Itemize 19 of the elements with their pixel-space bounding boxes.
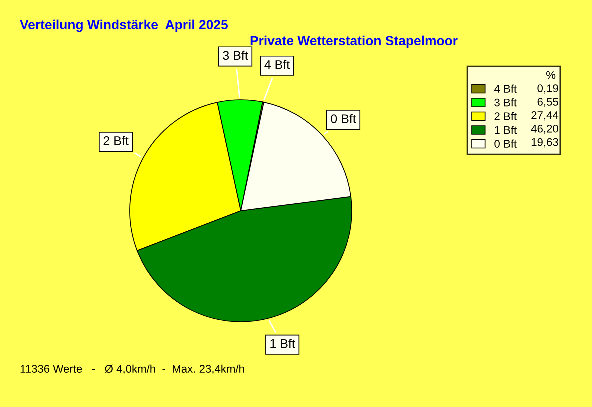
chart-title: Verteilung Windstärke April 2025 [20, 20, 228, 32]
slice-label: 0 Bft [331, 114, 356, 124]
legend-title: % [546, 71, 556, 80]
slice-label: 2 Bft [104, 136, 129, 146]
slice-label: 3 Bft [223, 50, 248, 60]
legend-label: 4 Bft [494, 84, 517, 93]
legend-label: 0 Bft [494, 140, 517, 148]
data-label: 19,63 [532, 138, 558, 148]
legend-label: 2 Bft [494, 112, 517, 120]
data-label: 6,55 [538, 98, 558, 108]
slice-label: 4 Bft [264, 60, 290, 70]
data-label: 46,20 [531, 124, 558, 134]
legend-label: 3 Bft [494, 98, 517, 107]
slice-label: 1 Bft [270, 339, 296, 348]
chart-subtitle: Private Wetterstation Stapelmoor [250, 36, 458, 48]
data-label: 27,44 [532, 112, 559, 121]
data-label: 0,19 [538, 84, 558, 94]
text: 11336 Werte - Ø 4,0km/h - Max. 23,4km/h [20, 364, 244, 374]
legend-label: 1 Bft [495, 126, 517, 134]
